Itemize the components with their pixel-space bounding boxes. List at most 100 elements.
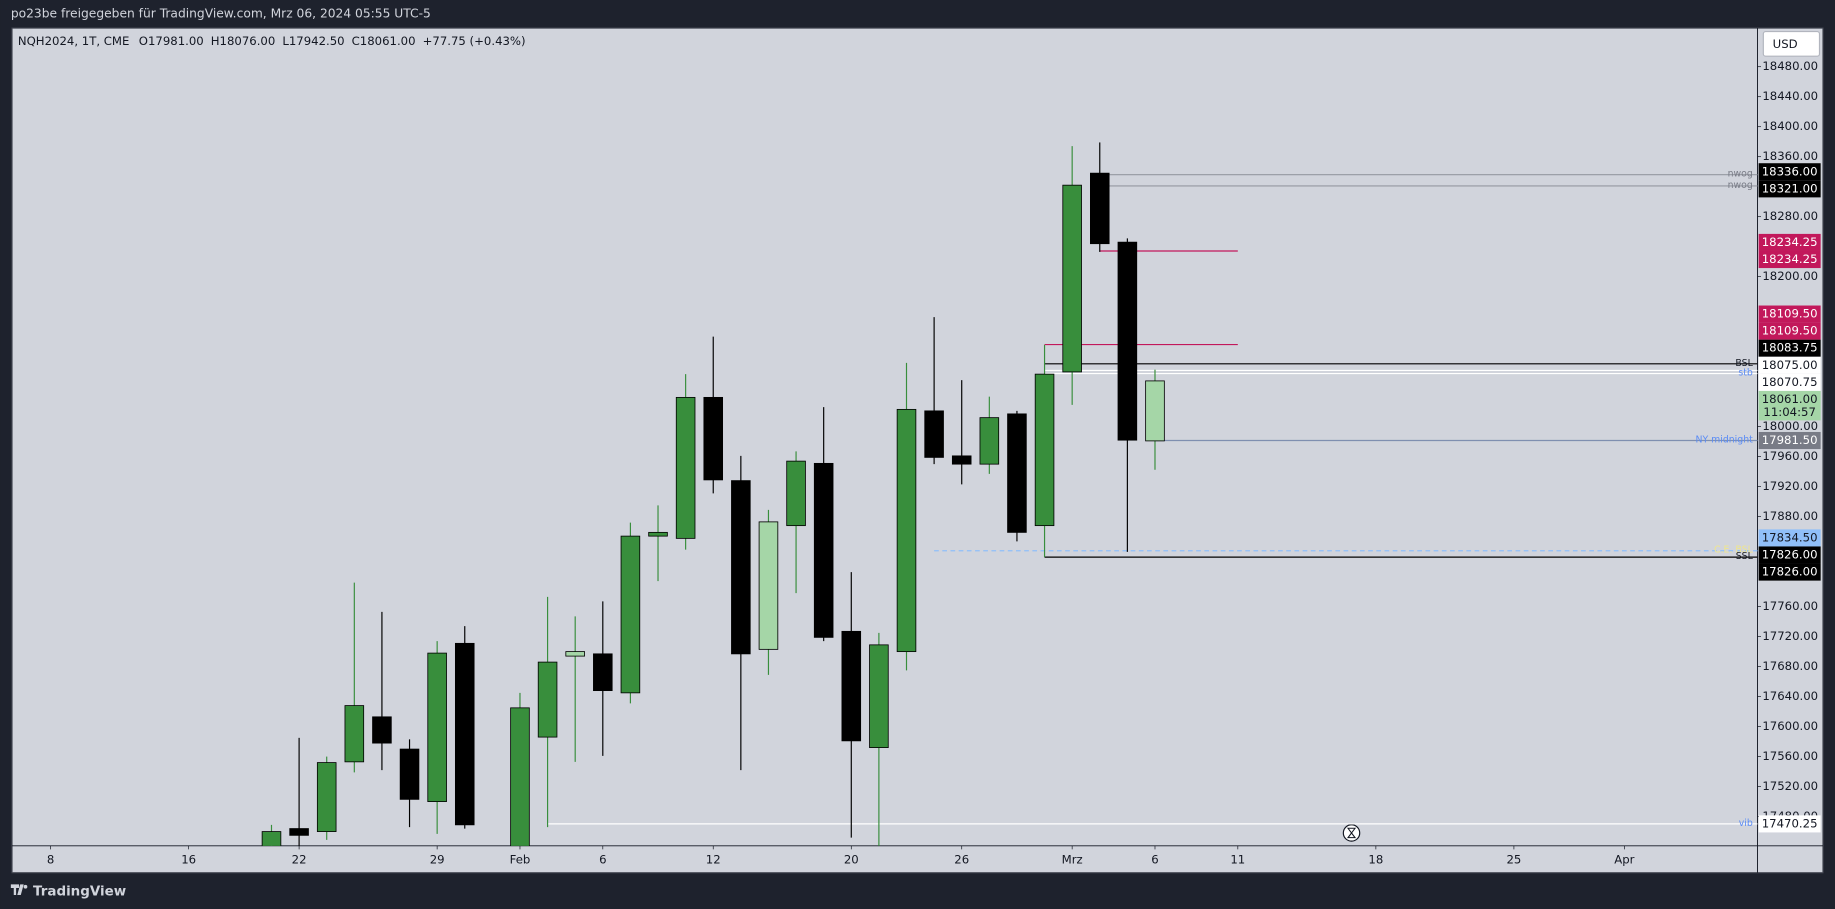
y-tick-label: 18280.00	[1762, 209, 1818, 223]
candle-body	[261, 831, 282, 846]
candle-body	[620, 535, 641, 694]
price-label: 18075.00	[1762, 358, 1818, 372]
candle-body	[537, 661, 558, 738]
currency-button[interactable]	[1762, 31, 1821, 57]
price-label-box	[1758, 390, 1821, 421]
currency[interactable]: USD	[1773, 37, 1798, 51]
price-label: 18321.00	[1762, 181, 1818, 195]
price-label-box	[1758, 815, 1821, 833]
candle-body	[896, 408, 917, 653]
y-tick-label: 18480.00	[1762, 59, 1818, 73]
level-text: vib	[1739, 818, 1753, 829]
price-label-box	[1758, 373, 1821, 391]
price-label-box	[1758, 529, 1821, 547]
y-tick-label: 17680.00	[1762, 659, 1818, 673]
price-label: 18336.00	[1762, 164, 1818, 178]
symbol: NQH2024, 1T, CME	[18, 33, 130, 47]
footer-logo	[10, 884, 28, 895]
candle-body	[316, 762, 337, 832]
x-tick-label: 8	[47, 852, 54, 866]
price-label-box	[1758, 322, 1821, 340]
x-tick-label: 16	[181, 852, 196, 866]
footer-brand: TradingView	[33, 884, 126, 899]
candle-body	[1145, 380, 1165, 442]
candle-body	[565, 651, 585, 657]
price-label: 17981.50	[1762, 433, 1818, 447]
y-tick-label: 17720.00	[1762, 629, 1818, 643]
price-label-box	[1758, 339, 1821, 357]
candle-body	[510, 707, 530, 846]
candle-body	[593, 653, 613, 692]
level-text: stb	[1738, 368, 1753, 379]
y-tick-label: 17960.00	[1762, 449, 1818, 463]
price-label-box	[1758, 233, 1821, 251]
level-text: C.E. BSL	[1714, 545, 1754, 556]
candle-body	[924, 410, 944, 458]
candle-body	[648, 531, 668, 537]
y-tick-label: 18360.00	[1762, 149, 1818, 163]
change: +77.75 (+0.43%)	[423, 33, 526, 47]
level-text: BSL	[1735, 358, 1753, 369]
timer-icon[interactable]	[1342, 824, 1361, 842]
price-label-box	[1758, 563, 1821, 581]
x-tick-label: Mrz	[1062, 852, 1083, 866]
x-tick-label: 20	[844, 852, 859, 866]
price-label-box	[1758, 305, 1821, 323]
candle-body	[344, 705, 365, 763]
chart-panel	[11, 27, 1824, 874]
candle-body	[372, 716, 392, 744]
price-label: 18070.75	[1762, 375, 1818, 389]
price-label: 18109.50	[1762, 307, 1818, 321]
price-label: 18083.75	[1762, 341, 1818, 355]
candle-body	[1117, 241, 1138, 441]
level-text: nwog	[1728, 169, 1753, 180]
x-tick-label: 6	[1151, 852, 1158, 866]
candle-body	[1007, 413, 1027, 533]
countdown: 11:04:57	[1763, 405, 1816, 419]
y-tick-label: 18200.00	[1762, 269, 1818, 283]
price-label-box	[1758, 356, 1821, 374]
price-label-box	[1758, 250, 1821, 269]
symbol-legend: NQH2024, 1T, CME O17981.00 H18076.00 L17942…	[18, 33, 526, 47]
x-tick-label: Feb	[510, 852, 531, 866]
candle-body	[1034, 373, 1055, 527]
level-text: SSL	[1736, 551, 1754, 562]
x-tick-label: 18	[1368, 852, 1383, 866]
x-tick-label: 25	[1506, 852, 1521, 866]
price-label-box	[1758, 546, 1821, 564]
share-header: po23be freigegeben für TradingView.com, …	[11, 7, 431, 21]
x-tick-label: 26	[954, 852, 969, 866]
ohlc-open: O17981.00	[139, 33, 204, 47]
ohlc-high: H18076.00	[211, 33, 276, 47]
x-tick-label: 12	[706, 852, 721, 866]
price-label: 18061.00	[1762, 392, 1818, 406]
candle-body	[703, 396, 724, 481]
candle-body	[979, 417, 1000, 465]
ohlc-close: C18061.00	[352, 33, 416, 47]
price-label: 18234.25	[1762, 252, 1818, 266]
y-tick-label: 18400.00	[1762, 119, 1818, 133]
x-tick-label: 22	[292, 852, 307, 866]
candle-body	[731, 480, 751, 655]
candle-body	[675, 396, 696, 539]
y-tick-label: 17920.00	[1762, 479, 1818, 493]
candle-body	[427, 652, 447, 802]
y-tick-label: 17560.00	[1762, 749, 1818, 763]
price-label: 17826.00	[1762, 547, 1818, 561]
candle-body	[786, 460, 806, 527]
x-tick-label: 11	[1230, 852, 1245, 866]
level-text: nwog	[1728, 180, 1753, 191]
candle-body	[869, 644, 889, 749]
price-label-box	[1758, 431, 1821, 450]
level-text: NY midnight	[1695, 434, 1753, 445]
y-tick-label: 17640.00	[1762, 689, 1818, 703]
candle-body	[841, 630, 862, 742]
y-tick-label: 17880.00	[1762, 509, 1818, 523]
candle-body	[399, 748, 420, 800]
price-label: 17826.00	[1762, 565, 1818, 579]
y-tick-label: 17600.00	[1762, 719, 1818, 733]
axes: 18480.00 18440.00 18400.00 18360.00 18280.00…	[47, 59, 1821, 866]
